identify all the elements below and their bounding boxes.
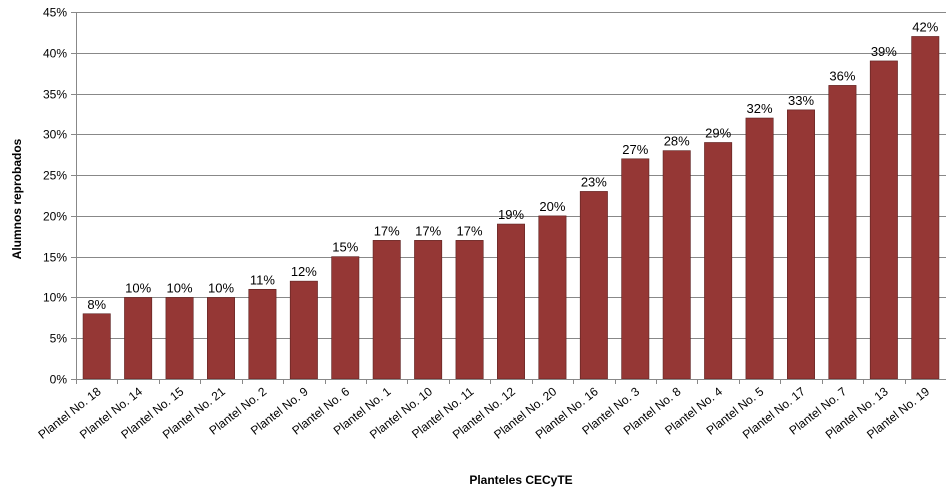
bar [414,240,443,380]
data-label: 15% [332,240,358,255]
bar [165,297,194,380]
y-tick-label: 10% [43,291,67,305]
data-label: 39% [871,44,897,59]
data-label: 8% [87,297,106,312]
bar [82,313,111,380]
bar [828,85,857,380]
y-tick-label: 45% [43,6,67,20]
y-tick-label: 5% [50,332,68,346]
bars [82,36,940,380]
data-label: 20% [539,199,565,214]
data-label: 10% [125,280,151,295]
data-label: 10% [208,280,234,295]
y-tick-label: 25% [43,169,67,183]
bar [704,142,733,380]
data-labels: 8% 10% 10% 10% 11% 12% 15% 17% 17% 17% 19% 20% 23% 27… [87,19,938,311]
y-tick-label: 15% [43,251,67,265]
data-label: 42% [912,19,938,34]
data-label: 27% [622,142,648,157]
y-tick-label: 20% [43,210,67,224]
data-label: 12% [291,264,317,279]
y-tick-label: 35% [43,88,67,102]
data-label: 11% [250,272,275,287]
data-label: 36% [829,68,855,83]
bar [289,280,318,380]
data-label: 32% [747,101,773,116]
bar [621,158,650,380]
bar [372,240,401,380]
data-label: 17% [374,223,400,238]
bar [745,117,774,380]
data-label: 28% [664,134,690,149]
bar [579,191,608,380]
bar [662,150,691,380]
data-label: 17% [415,223,441,238]
bar [207,297,235,380]
bar [248,288,277,380]
data-label: 17% [457,223,483,238]
y-tick-label: 0% [50,373,68,387]
bar [538,215,567,380]
data-label: 29% [705,125,731,140]
bar [869,60,898,380]
x-axis-title: Planteles CECyTE [469,473,572,487]
data-label: 10% [167,280,193,295]
bar [911,36,940,380]
data-label: 19% [498,207,524,222]
y-tick-label: 30% [43,128,67,142]
bar [787,109,815,380]
bar [497,223,525,380]
bar [331,256,360,380]
bar [455,240,484,380]
y-axis-title: Alumnos reprobados [10,138,24,259]
data-label: 23% [581,174,607,189]
data-label: 33% [788,93,814,108]
bar [124,297,153,380]
y-tick-label: 40% [43,47,67,61]
